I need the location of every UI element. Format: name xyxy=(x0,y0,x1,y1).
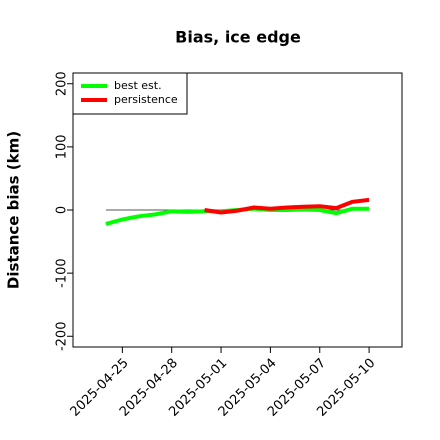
series-line xyxy=(204,197,370,215)
y-tick-label: 100 xyxy=(55,134,70,159)
y-tick-label: -100 xyxy=(55,258,70,288)
chart-title: Bias, ice edge xyxy=(175,28,301,47)
legend-label: best est. xyxy=(114,79,162,92)
y-tick-label: 0 xyxy=(55,206,70,214)
legend-box xyxy=(72,72,188,115)
y-tick-label: 200 xyxy=(55,71,70,96)
y-tick-label: -200 xyxy=(55,322,70,352)
y-axis-label: Distance bias (km) xyxy=(5,131,23,289)
legend-label: persistence xyxy=(114,93,178,106)
